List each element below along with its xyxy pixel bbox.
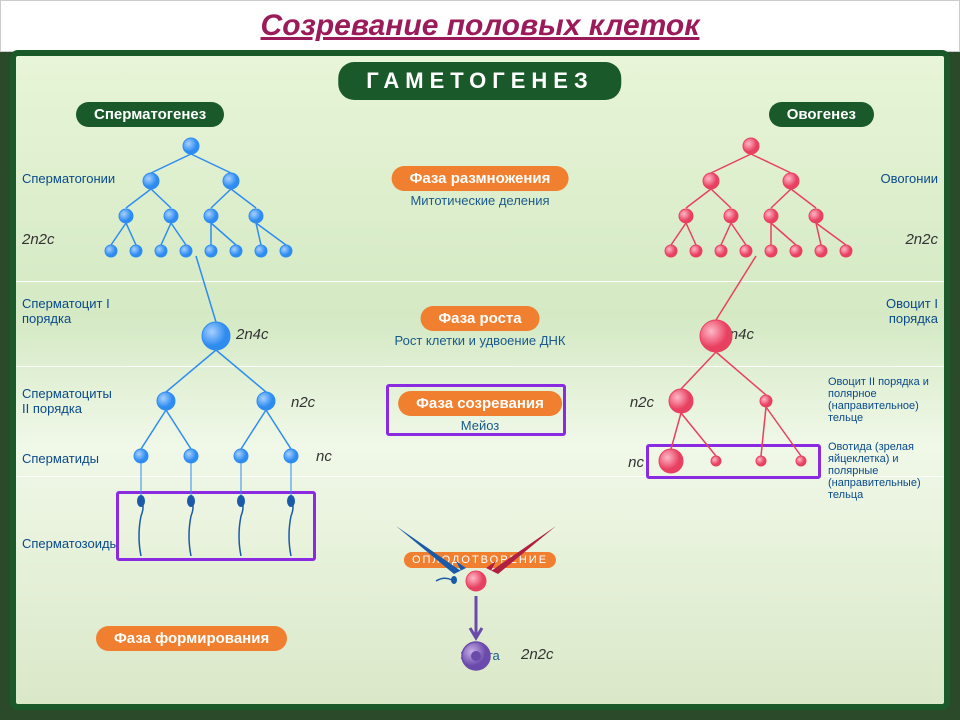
- diagram-svg: [16, 56, 936, 706]
- poster: ГАМЕТОГЕНЕЗ Сперматогенез Овогенез Фаза …: [10, 50, 950, 710]
- page-title: Созревание половых клеток: [0, 0, 960, 52]
